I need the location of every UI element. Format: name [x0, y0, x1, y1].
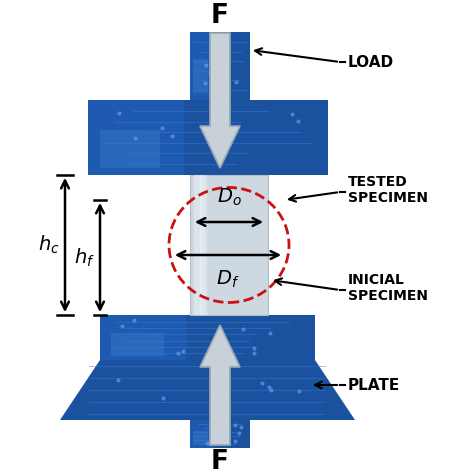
Bar — [190, 420, 214, 448]
Text: F: F — [211, 3, 229, 29]
Bar — [88, 100, 184, 175]
Bar — [190, 32, 214, 100]
Text: $h_f$: $h_f$ — [73, 246, 94, 269]
Text: PLATE: PLATE — [348, 377, 400, 392]
Bar — [193, 59, 208, 93]
Bar — [193, 431, 208, 445]
Bar — [190, 420, 250, 448]
Text: $h_c$: $h_c$ — [38, 234, 60, 256]
Bar — [190, 175, 268, 315]
Polygon shape — [60, 360, 355, 420]
Text: LOAD: LOAD — [348, 55, 394, 70]
Text: $D_o$: $D_o$ — [217, 187, 241, 208]
Bar — [100, 315, 186, 360]
Bar — [190, 32, 250, 100]
Bar — [204, 175, 208, 315]
Text: TESTED
SPECIMEN: TESTED SPECIMEN — [348, 175, 428, 205]
Bar — [200, 175, 206, 315]
Bar — [88, 100, 328, 175]
FancyArrow shape — [200, 33, 240, 168]
Bar — [100, 130, 160, 167]
Bar — [194, 175, 202, 315]
Text: $D_f$: $D_f$ — [216, 269, 240, 290]
Text: INICIAL
SPECIMEN: INICIAL SPECIMEN — [348, 273, 428, 303]
Bar — [111, 333, 164, 356]
Text: F: F — [211, 449, 229, 474]
FancyArrow shape — [200, 325, 240, 445]
Bar — [100, 315, 315, 360]
